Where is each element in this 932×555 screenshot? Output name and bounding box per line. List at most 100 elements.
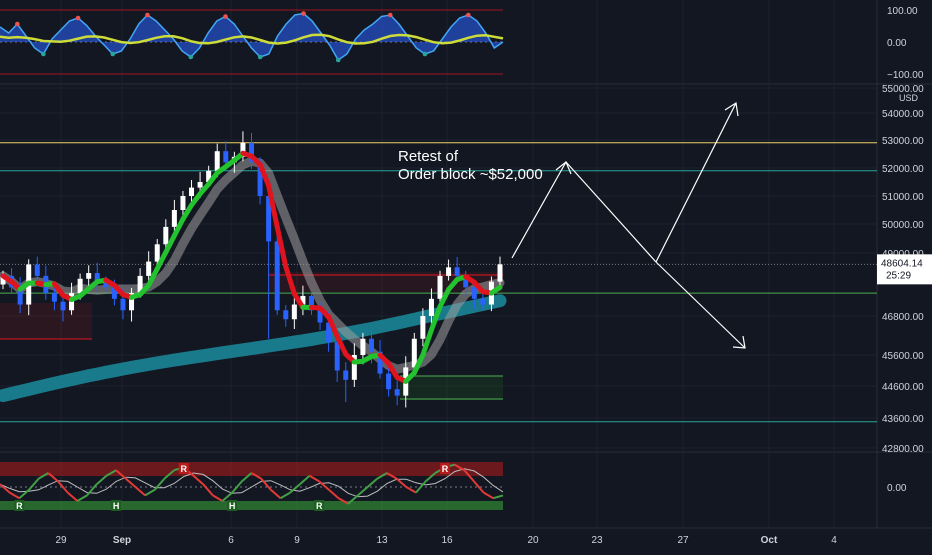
time-axis[interactable]: 29 Sep 6 9 13 16 20 23 27 Oct 4 xyxy=(55,535,837,546)
candle-body xyxy=(86,273,92,279)
signal-marker-bg xyxy=(439,463,450,474)
candle-body xyxy=(197,182,203,188)
price-tick: 55000.00 xyxy=(882,84,924,95)
signal-marker-R: R xyxy=(439,463,450,474)
candle-body xyxy=(146,261,152,276)
last-price-tag-bg xyxy=(877,254,932,285)
fast-ma-segment xyxy=(283,264,297,297)
candle-body xyxy=(266,196,272,242)
time-tick: 23 xyxy=(591,535,603,546)
signal-marker-bg xyxy=(14,500,25,511)
time-tick: 20 xyxy=(527,535,539,546)
bottom-osc-segment xyxy=(105,469,117,477)
bottom-osc-segment xyxy=(454,463,465,472)
bottom-osc-segment xyxy=(473,480,485,494)
bottom-osc-red-band xyxy=(0,462,503,476)
bottom-osc-segment xyxy=(28,477,40,491)
top-oscillator xyxy=(0,9,504,75)
bottom-osc-segment xyxy=(250,472,262,480)
bottom-osc-segment xyxy=(483,491,494,500)
top-osc-peak-dot xyxy=(15,21,20,27)
bottom-osc-segment xyxy=(463,469,475,483)
candle-body xyxy=(471,287,477,299)
fast-ma-segment xyxy=(163,233,177,255)
top-osc-peak-dot xyxy=(223,14,228,19)
candle-body xyxy=(189,187,195,196)
candle-body xyxy=(411,338,417,368)
time-tick: 9 xyxy=(294,535,300,546)
price-axis[interactable]: 100.00 0.00 −100.00 55000.00 54000.00 53000.0… xyxy=(882,6,924,494)
top-osc-trough-dot xyxy=(188,54,194,60)
fast-ma-segment xyxy=(334,333,349,357)
bottom-osc-segment xyxy=(212,494,223,502)
candle-body xyxy=(206,170,212,182)
axis-unit-label: USD xyxy=(899,93,919,103)
candle-body xyxy=(368,338,374,352)
bottom-osc-segment xyxy=(9,491,20,500)
bottom-osc-segment xyxy=(424,472,436,483)
order-block-zone-red-right xyxy=(268,272,503,292)
arrowhead-down xyxy=(732,335,746,349)
bottom-osc-segment xyxy=(0,483,11,494)
fast-ma-segment xyxy=(437,287,452,310)
signal-marker-H: H xyxy=(111,500,122,511)
top-osc-peak-dot xyxy=(466,12,471,18)
bottom-osc-segment xyxy=(318,480,330,491)
bottom-osc-segment xyxy=(134,486,146,497)
bottom-osc-line xyxy=(0,463,504,505)
candle-body xyxy=(51,293,57,302)
bottom-osc-segment xyxy=(202,483,214,497)
fast-ma-segment xyxy=(291,291,306,310)
bottom-oscillator: RHRHRRR xyxy=(0,462,504,511)
time-tick: 6 xyxy=(228,535,234,546)
fast-ma-segment xyxy=(488,284,503,296)
bottom-osc-segment xyxy=(405,486,417,494)
bottom-osc-segment xyxy=(347,494,359,505)
candle-body xyxy=(94,273,100,282)
bottom-osc-segment xyxy=(395,477,407,488)
candle-body xyxy=(257,162,263,196)
top-osc-trough-dot xyxy=(422,51,428,57)
candle-body xyxy=(437,275,443,299)
bar-countdown: 25:29 xyxy=(886,270,911,281)
candle-body xyxy=(0,275,6,285)
arrowhead-peak xyxy=(555,161,572,175)
price-tick: 50000.00 xyxy=(882,220,924,231)
fast-ma-segment xyxy=(180,202,195,222)
candle-body xyxy=(34,264,40,276)
signal-marker-label: H xyxy=(113,501,120,511)
fast-ma-segment xyxy=(428,304,443,333)
time-tick: 29 xyxy=(55,535,67,546)
candle-body xyxy=(480,298,486,305)
candle-body xyxy=(240,142,246,157)
bottom-osc-segment xyxy=(144,488,156,497)
price-panel: Retest of Order block ~$52,000 xyxy=(0,102,877,423)
candle-body xyxy=(463,275,469,288)
top-osc-peak-dot xyxy=(145,12,150,18)
price-tick: 44600.00 xyxy=(882,382,924,393)
candle-body xyxy=(274,241,280,311)
candles xyxy=(0,131,503,408)
signal-marker-label: R xyxy=(181,464,188,474)
projection-down-arrow xyxy=(655,261,746,349)
arrowhead-up xyxy=(724,102,739,117)
last-price-tag: 48604.14 25:29 xyxy=(877,254,932,285)
price-tick: 52000.00 xyxy=(882,164,924,175)
candle-body xyxy=(171,210,177,227)
time-tick: 4 xyxy=(831,535,837,546)
fast-ma-segment xyxy=(420,327,434,358)
projection-up-arrow xyxy=(655,102,737,263)
signal-marker-R: R xyxy=(314,500,325,511)
top-osc-peak-dot xyxy=(75,15,81,21)
top-osc-line xyxy=(0,12,504,62)
bottom-osc-segment xyxy=(386,472,398,480)
fast-ma-segment xyxy=(146,266,160,288)
fast-ma-segment xyxy=(154,249,169,272)
candle-body xyxy=(343,370,349,380)
bottom-osc-segment xyxy=(192,475,204,485)
bottom-osc-segment xyxy=(260,477,272,491)
bottom-osc-segment xyxy=(18,489,30,499)
signal-marker-label: R xyxy=(16,501,23,511)
